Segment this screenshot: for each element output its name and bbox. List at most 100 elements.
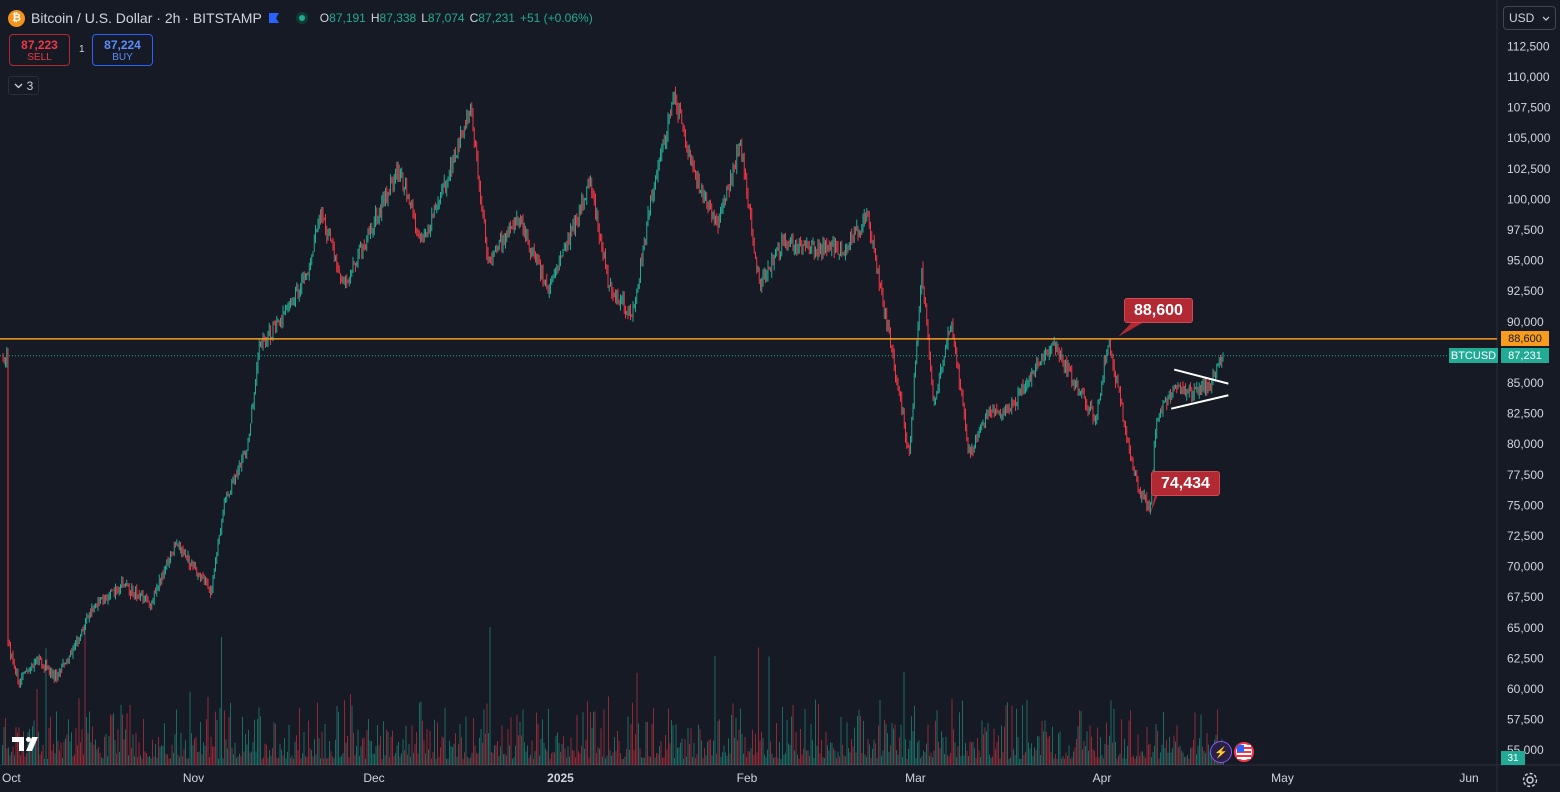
volume-bar (837, 751, 839, 765)
volume-bar (245, 734, 246, 765)
symbol-title[interactable]: Bitcoin / U.S. Dollar · 2h · BITSTAMP (31, 10, 262, 26)
sell-button[interactable]: 87,223 SELL (9, 34, 70, 66)
price-tick-label: 100,000 (1507, 192, 1551, 206)
volume-bar (351, 705, 353, 765)
volume-bar (726, 755, 728, 765)
volume-bar (381, 758, 383, 765)
volume-bar (122, 714, 123, 765)
volume-bar (557, 732, 558, 765)
volume-bar (273, 722, 275, 765)
volume-bar (408, 744, 410, 765)
volume-bar (929, 756, 930, 765)
volume-bar (288, 724, 290, 765)
volume-bar (329, 741, 330, 765)
volume-bar (677, 748, 678, 765)
volume-bar (573, 750, 575, 765)
volume-bar (894, 724, 896, 765)
volume-bar (1113, 708, 1115, 765)
volume-bar (978, 750, 980, 765)
volume-bar (773, 757, 774, 765)
volume-bar (1004, 726, 1005, 765)
indicators-toggle[interactable]: 3 (8, 76, 39, 95)
volume-bar (716, 753, 717, 765)
bitcoin-icon[interactable]: ₿ (8, 9, 25, 27)
level-price-tag[interactable]: 88,600 (1501, 331, 1549, 346)
volume-bar (258, 707, 260, 765)
volume-bar (918, 740, 920, 765)
volume-bar (426, 728, 428, 765)
volume-bar (990, 757, 992, 765)
volume-bar (293, 758, 294, 765)
volume-bar (876, 757, 878, 765)
volume-bar (650, 757, 651, 765)
volume-bar (761, 731, 762, 765)
volume-bar (897, 754, 899, 765)
volume-bar (512, 758, 513, 765)
volume-bar (315, 754, 317, 765)
buy-button[interactable]: 87,224 BUY (92, 34, 153, 66)
volume-bar (291, 755, 293, 765)
volume-bar (750, 748, 752, 765)
price-tick-label: 95,000 (1507, 254, 1544, 268)
volume-bar (81, 729, 83, 765)
volume-bar (500, 746, 501, 765)
volume-bar (366, 730, 368, 765)
volume-bar (648, 756, 650, 765)
volume-bar (98, 746, 99, 765)
high-callout[interactable]: 88,600 (1124, 298, 1193, 323)
volume-bar (284, 738, 285, 765)
volume-bar (911, 716, 912, 765)
volume-bar (1148, 744, 1149, 765)
volume-bar (767, 749, 768, 765)
volume-bar (417, 753, 419, 765)
volume-bar (813, 757, 815, 765)
volume-bar (464, 752, 465, 765)
volume-bar (341, 755, 342, 765)
volume-bar (747, 750, 749, 765)
volume-bar (347, 735, 348, 765)
gear-icon[interactable] (1521, 771, 1539, 789)
currency-select[interactable]: USD (1503, 6, 1556, 30)
volume-bar (810, 724, 812, 765)
volume-bar (884, 719, 885, 765)
buy-price: 87,224 (104, 38, 141, 52)
volume-bar (1068, 745, 1070, 765)
volume-bar (1202, 746, 1203, 765)
low-callout[interactable]: 74,434 (1151, 471, 1220, 496)
us-flag-icon[interactable] (1234, 742, 1254, 762)
volume-bar (537, 723, 539, 765)
high-callout-pointer (1118, 322, 1144, 337)
volume-bar (1023, 754, 1025, 765)
market-status-icon[interactable] (295, 12, 308, 24)
volume-bar (1001, 725, 1002, 765)
volume-bar (399, 756, 401, 765)
volume-bar (1019, 758, 1020, 765)
volume-bar (1145, 758, 1146, 765)
tradingview-logo-icon[interactable] (12, 735, 44, 751)
volume-bar (980, 757, 981, 765)
volume-bar (753, 754, 755, 765)
volume-bar (1124, 738, 1125, 765)
volume-bar (299, 707, 300, 765)
volume-bar (839, 756, 840, 765)
volume-bar (327, 757, 329, 765)
volume-bar (687, 727, 689, 765)
volume-bar (1101, 755, 1103, 765)
volume-bar (1014, 754, 1016, 765)
volume-bar (501, 725, 503, 765)
volume-bar (108, 736, 110, 765)
volume-bar (1095, 756, 1097, 765)
lightning-icon[interactable]: ⚡ (1210, 741, 1232, 763)
volume-bar (348, 756, 350, 765)
volume-bar (602, 756, 603, 765)
volume-bar (614, 737, 615, 765)
volume-bar (167, 754, 168, 765)
flag-icon[interactable] (268, 12, 280, 24)
volume-bar (51, 750, 53, 765)
volume-bar (168, 758, 170, 765)
volume-bar (263, 757, 264, 765)
volume-bar (480, 729, 482, 765)
volume-bar (128, 755, 129, 765)
